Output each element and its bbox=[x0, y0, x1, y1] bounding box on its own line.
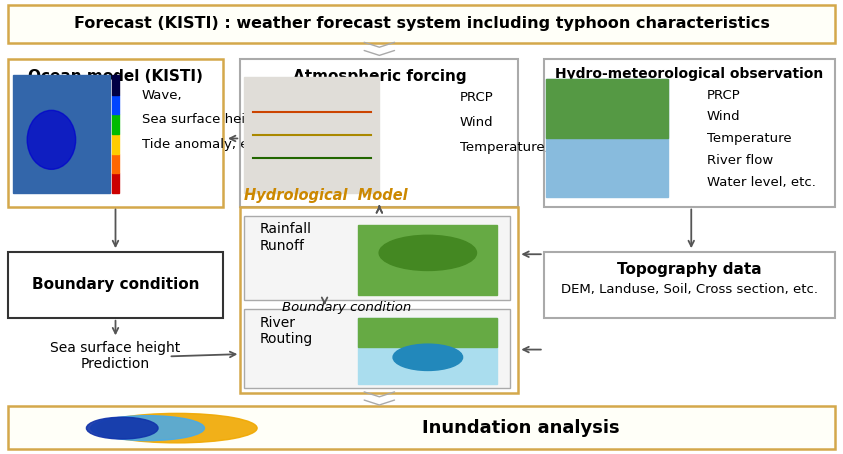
FancyBboxPatch shape bbox=[244, 309, 510, 388]
FancyBboxPatch shape bbox=[240, 207, 518, 393]
Bar bbox=[546, 79, 668, 138]
Bar bbox=[13, 75, 110, 193]
Bar bbox=[546, 79, 668, 197]
Bar bbox=[358, 225, 497, 295]
Text: PRCP: PRCP bbox=[706, 89, 740, 102]
Text: Hydro-meteorological observation: Hydro-meteorological observation bbox=[555, 67, 824, 81]
Text: River
Routing: River Routing bbox=[260, 316, 313, 346]
FancyBboxPatch shape bbox=[8, 406, 835, 449]
Text: Hydrological  Model: Hydrological Model bbox=[244, 188, 408, 203]
Ellipse shape bbox=[379, 235, 476, 271]
Text: Sea surface height
Prediction: Sea surface height Prediction bbox=[51, 341, 180, 371]
Bar bbox=[112, 153, 119, 173]
Text: Tide anomaly, etc.: Tide anomaly, etc. bbox=[142, 138, 265, 152]
Text: DEM, Landuse, Soil, Cross section, etc.: DEM, Landuse, Soil, Cross section, etc. bbox=[561, 283, 818, 296]
Text: Temperature, etc.: Temperature, etc. bbox=[460, 141, 578, 154]
Text: Wind: Wind bbox=[460, 116, 494, 129]
Text: Wind: Wind bbox=[706, 110, 740, 123]
Bar bbox=[358, 318, 497, 384]
Text: Sea surface height: Sea surface height bbox=[142, 114, 267, 127]
Text: Ocean model (KISTI): Ocean model (KISTI) bbox=[29, 69, 203, 84]
Bar bbox=[112, 114, 119, 134]
Text: Rainfall
Runoff: Rainfall Runoff bbox=[260, 222, 312, 253]
Ellipse shape bbox=[86, 417, 158, 439]
Bar bbox=[112, 75, 119, 94]
FancyBboxPatch shape bbox=[8, 59, 223, 207]
FancyBboxPatch shape bbox=[8, 5, 835, 43]
Text: Temperature: Temperature bbox=[706, 132, 792, 145]
FancyBboxPatch shape bbox=[240, 59, 518, 207]
Text: River flow: River flow bbox=[706, 154, 773, 167]
Ellipse shape bbox=[90, 416, 204, 440]
FancyBboxPatch shape bbox=[544, 59, 835, 207]
FancyBboxPatch shape bbox=[8, 252, 223, 318]
Bar bbox=[358, 318, 497, 347]
FancyBboxPatch shape bbox=[244, 216, 510, 300]
Text: Inundation analysis: Inundation analysis bbox=[422, 419, 620, 437]
Bar bbox=[112, 173, 119, 193]
Text: PRCP: PRCP bbox=[460, 91, 494, 104]
Text: Boundary condition: Boundary condition bbox=[32, 277, 200, 292]
Ellipse shape bbox=[27, 110, 76, 169]
Text: Wave,: Wave, bbox=[142, 89, 182, 102]
Text: Topography data: Topography data bbox=[617, 262, 761, 277]
Ellipse shape bbox=[97, 413, 257, 443]
Ellipse shape bbox=[393, 344, 463, 370]
Text: Boundary condition: Boundary condition bbox=[282, 301, 411, 314]
Text: Forecast (KISTI) : weather forecast system including typhoon characteristics: Forecast (KISTI) : weather forecast syst… bbox=[73, 16, 770, 31]
Bar bbox=[112, 94, 119, 114]
Bar bbox=[112, 134, 119, 153]
Bar bbox=[244, 77, 379, 193]
FancyBboxPatch shape bbox=[544, 252, 835, 318]
Text: Water level, etc.: Water level, etc. bbox=[706, 176, 815, 189]
Text: Atmospheric forcing: Atmospheric forcing bbox=[293, 69, 466, 84]
